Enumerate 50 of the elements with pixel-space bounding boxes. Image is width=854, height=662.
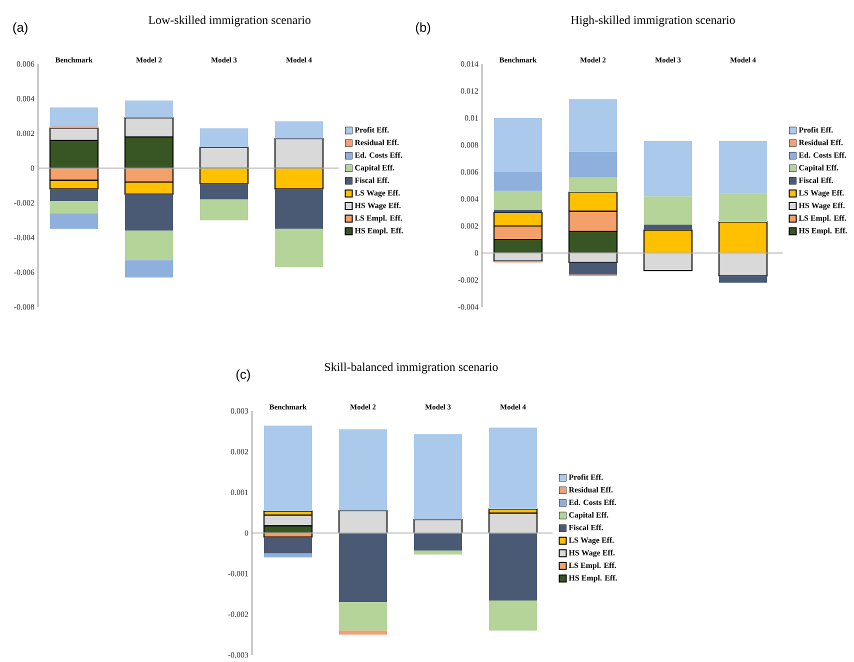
bar (338, 510, 388, 534)
bar (414, 533, 462, 550)
bar (644, 140, 692, 196)
text: (b) (416, 22, 430, 34)
bar (719, 276, 768, 283)
chart-title: Low-skilled immigration scenario (148, 16, 310, 26)
bar (644, 196, 692, 225)
bar (125, 100, 173, 118)
bar (125, 194, 173, 231)
bar (489, 533, 538, 601)
bar (719, 194, 768, 222)
bar (339, 533, 388, 602)
text: (c) (236, 369, 250, 382)
bar (200, 199, 248, 220)
bar (569, 152, 618, 178)
bar (489, 428, 538, 510)
chart-title: Skill-balanced immigration scenario (324, 362, 498, 374)
bar (494, 172, 542, 191)
bar (275, 188, 323, 229)
bar (569, 262, 618, 275)
bar (569, 99, 618, 152)
bar (200, 128, 248, 148)
bar (494, 210, 542, 212)
bar (50, 201, 98, 214)
bar (339, 630, 388, 635)
bar (489, 600, 538, 631)
bar (339, 429, 388, 511)
bar (569, 177, 618, 192)
bar (50, 188, 98, 202)
bar (719, 140, 768, 194)
bar (200, 184, 248, 200)
bar (414, 434, 462, 520)
chart-title: High-skilled immigration scenario (570, 16, 735, 26)
text: (a) (13, 22, 28, 34)
bar (414, 550, 462, 555)
bar (50, 107, 98, 126)
bar (413, 519, 463, 534)
bar (275, 228, 323, 268)
bar (125, 230, 173, 260)
bar (494, 118, 542, 172)
bar (50, 213, 98, 229)
bar (494, 190, 542, 210)
bar (264, 426, 312, 512)
bar (488, 512, 538, 534)
bar (264, 553, 312, 558)
bar (339, 602, 388, 631)
bar (264, 537, 312, 554)
bar (275, 121, 323, 139)
bar (125, 260, 173, 278)
bar (644, 224, 692, 230)
